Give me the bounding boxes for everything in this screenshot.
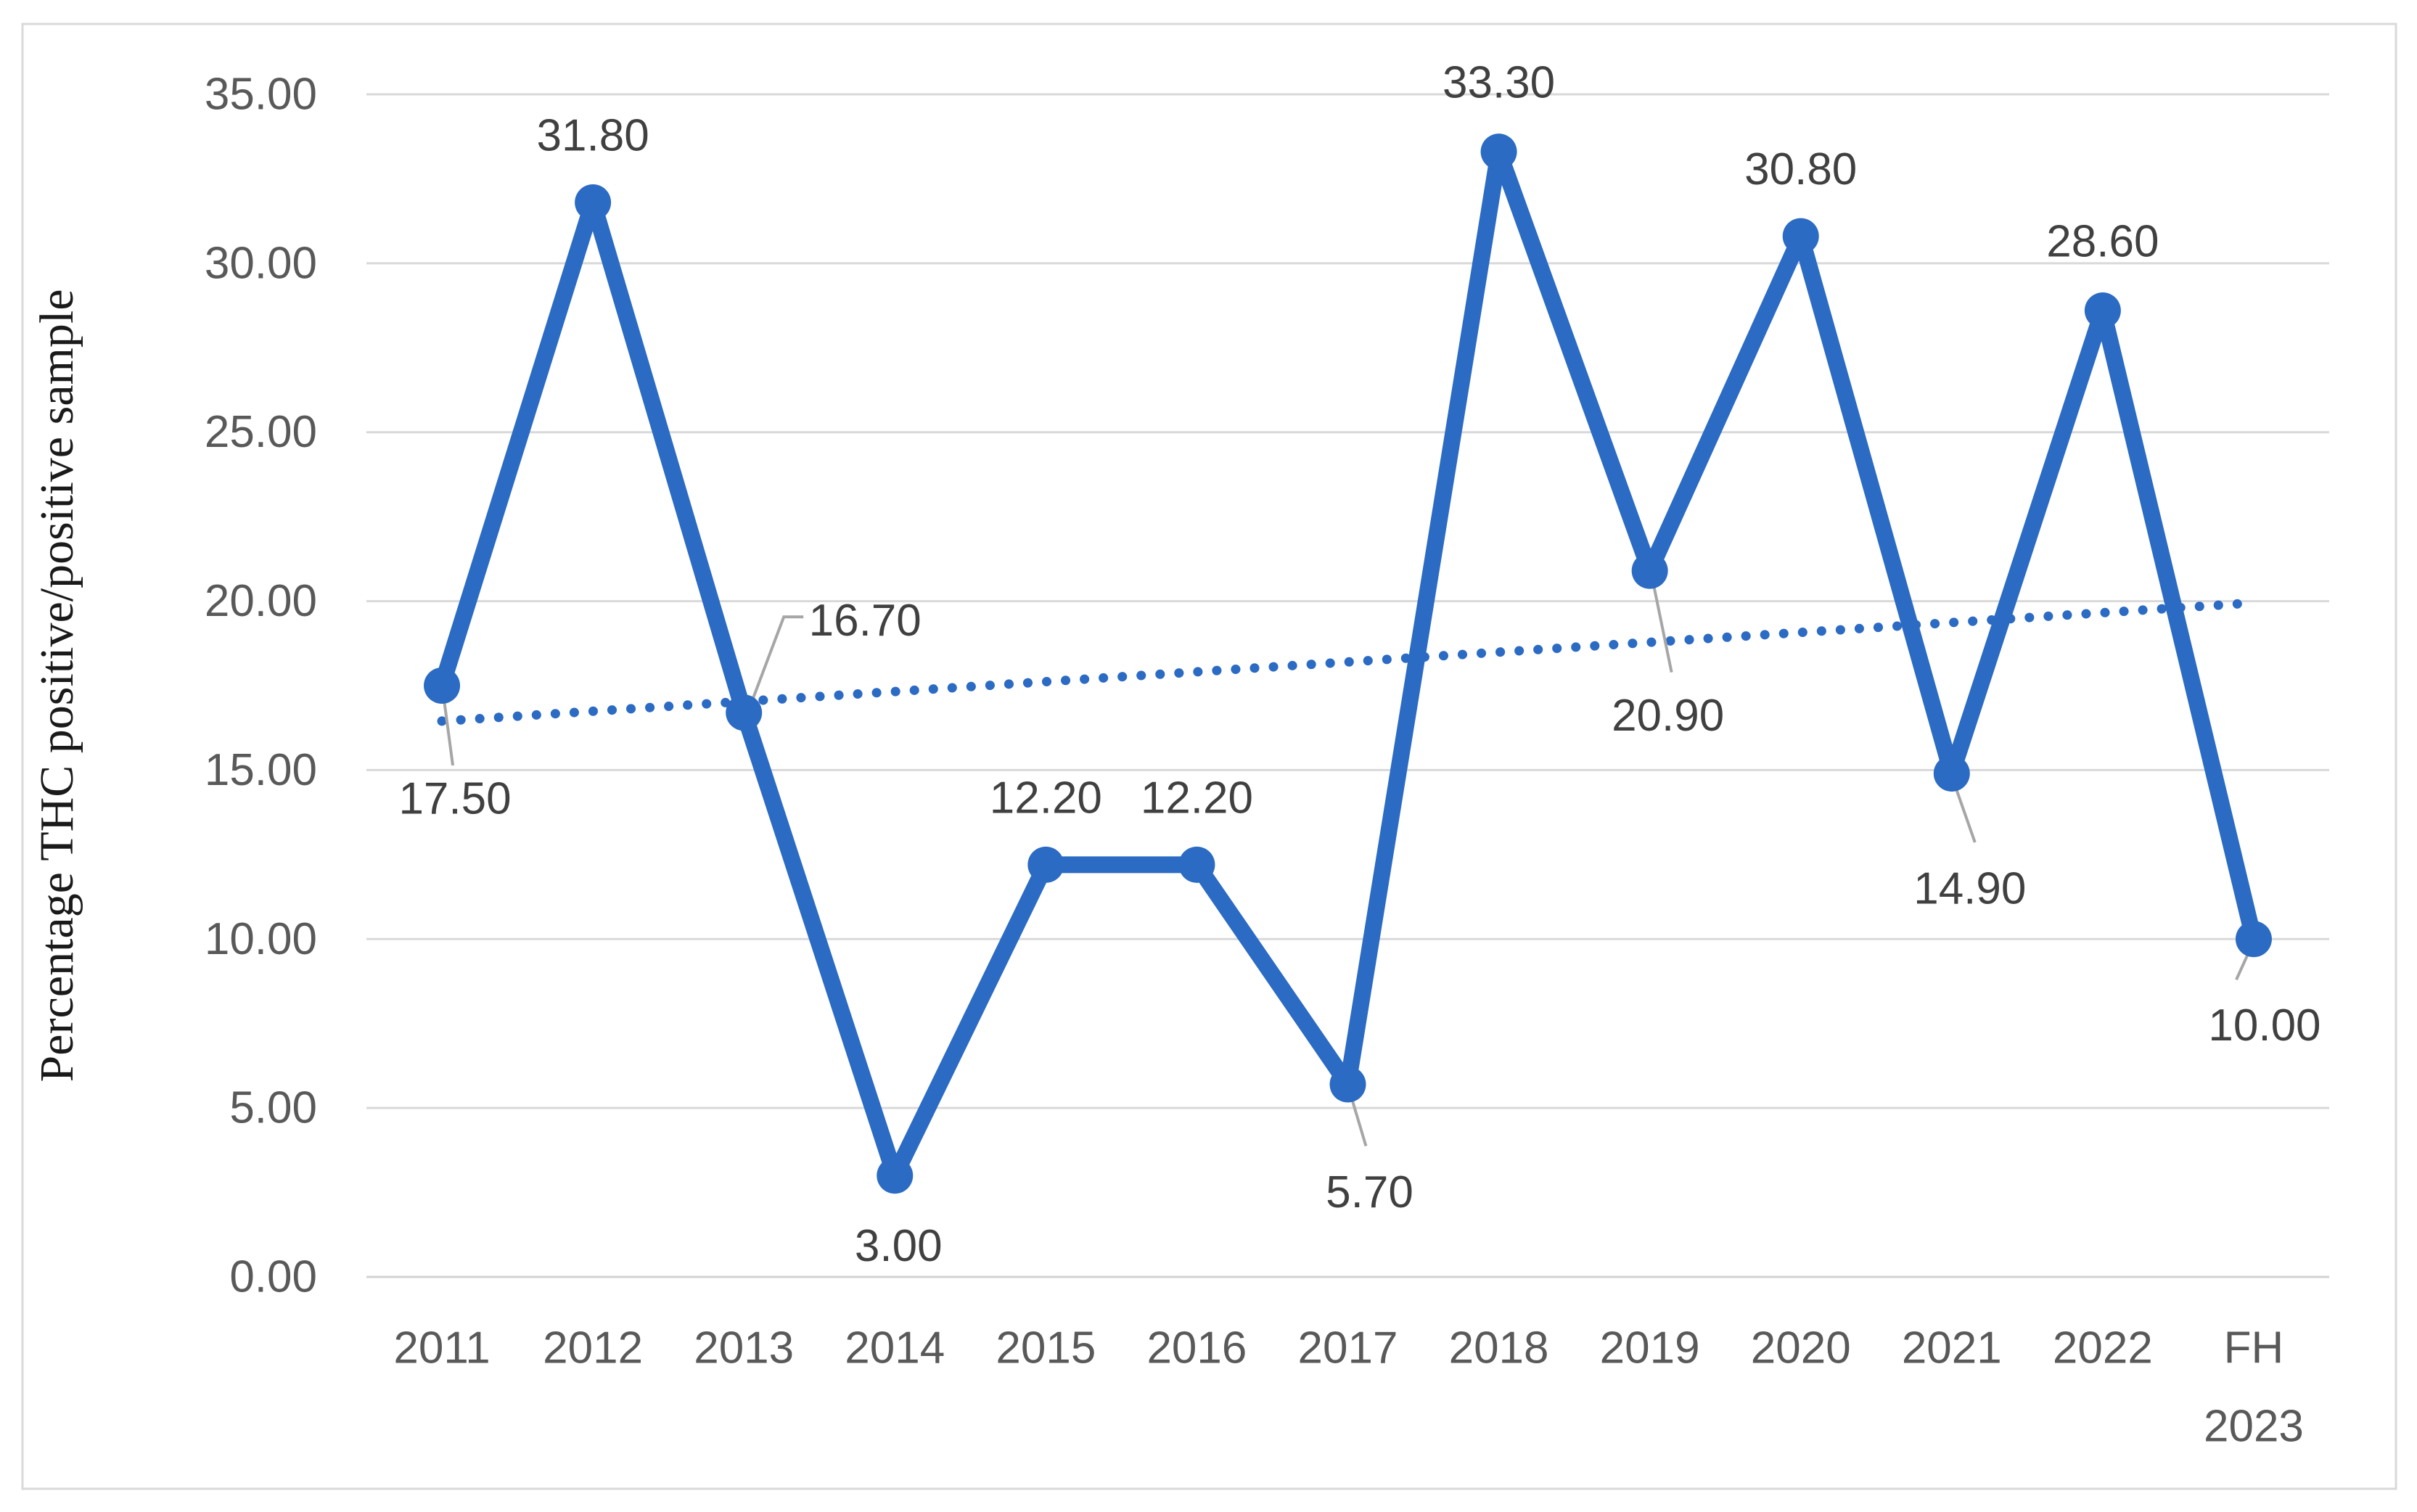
data-label: 12.20 xyxy=(990,773,1102,823)
x-tick-label: 2020 xyxy=(1751,1323,1851,1373)
data-label: 10.00 xyxy=(2208,1001,2320,1051)
y-tick-label: 25.00 xyxy=(205,407,317,457)
figure-border xyxy=(21,22,2397,1490)
leader-line xyxy=(1350,1096,1368,1147)
x-tick-label: 2013 xyxy=(694,1323,794,1373)
x-axis-tick-labels: 2011 2012 2013 2014 2015 2016 2017 2018 2019 2020… xyxy=(393,1323,2304,1452)
x-tick-label: FH xyxy=(2224,1323,2284,1373)
x-tick-label: 2021 xyxy=(1902,1323,2002,1373)
data-label: 33.30 xyxy=(1443,58,1555,108)
data-label: 16.70 xyxy=(809,596,922,646)
data-label: 5.70 xyxy=(1326,1167,1413,1217)
data-point-marker-2017 xyxy=(1329,1066,1366,1103)
y-axis-tick-labels: 0.00 5.00 10.00 15.00 20.00 25.00 30.00 35.00 xyxy=(205,70,317,1302)
x-tick-label: 2011 xyxy=(393,1323,490,1373)
y-tick-label: 15.00 xyxy=(205,745,317,795)
x-tick-label: 2015 xyxy=(996,1323,1096,1373)
data-point-marker-2011 xyxy=(424,667,461,704)
y-tick-label: 5.00 xyxy=(229,1083,317,1133)
gridlines xyxy=(366,93,2329,1278)
data-point-marker-2014 xyxy=(877,1157,914,1194)
data-point-marker-2013 xyxy=(726,694,763,731)
x-tick-label: 2017 xyxy=(1298,1323,1398,1373)
data-label: 3.00 xyxy=(855,1221,943,1271)
y-tick-label: 35.00 xyxy=(205,70,317,120)
data-label: 17.50 xyxy=(398,774,511,824)
leader-line xyxy=(1651,583,1673,673)
x-tick-label: 2018 xyxy=(1449,1323,1549,1373)
data-label: 20.90 xyxy=(1612,691,1724,741)
data-point-marker-2021 xyxy=(1933,755,1970,792)
data-label: 14.90 xyxy=(1913,864,2026,914)
data-label: 12.20 xyxy=(1141,773,1253,823)
data-point-marker-2012 xyxy=(575,184,612,221)
data-point-marker-2022 xyxy=(2084,292,2121,329)
x-tick-label: 2023 xyxy=(2204,1402,2304,1452)
leader-line xyxy=(1953,786,1977,843)
y-tick-label: 20.00 xyxy=(205,576,317,626)
data-point-marker-2015 xyxy=(1027,846,1064,883)
y-tick-label: 0.00 xyxy=(229,1252,317,1302)
data-point-marker-FH 2023 xyxy=(2235,921,2272,958)
data-point-marker-2020 xyxy=(1782,218,1819,255)
x-tick-label: 2019 xyxy=(1600,1323,1700,1373)
data-point-marker-2019 xyxy=(1631,552,1668,589)
data-point-marker-2016 xyxy=(1178,846,1215,883)
data-label: 30.80 xyxy=(1744,144,1857,194)
x-tick-label: 2022 xyxy=(2053,1323,2153,1373)
data-label: 31.80 xyxy=(537,111,649,161)
data-point-markers xyxy=(424,133,2272,1194)
leader-line xyxy=(443,699,455,766)
x-tick-label: 2014 xyxy=(845,1323,945,1373)
data-point-marker-2018 xyxy=(1480,133,1517,170)
x-tick-label: 2016 xyxy=(1146,1323,1247,1373)
leader-line xyxy=(751,615,804,700)
data-labels: 17.50 31.80 16.70 3.00 12.20 12.20 5.70 33.30 20… xyxy=(398,58,2320,1271)
y-tick-label: 30.00 xyxy=(205,238,317,288)
data-label: 28.60 xyxy=(2046,217,2159,267)
y-axis-title: Percentage THC positive/positive sample xyxy=(30,289,83,1082)
x-tick-label: 2012 xyxy=(543,1323,643,1373)
data-label-leader-lines xyxy=(443,583,2252,1147)
y-tick-label: 10.00 xyxy=(205,914,317,964)
